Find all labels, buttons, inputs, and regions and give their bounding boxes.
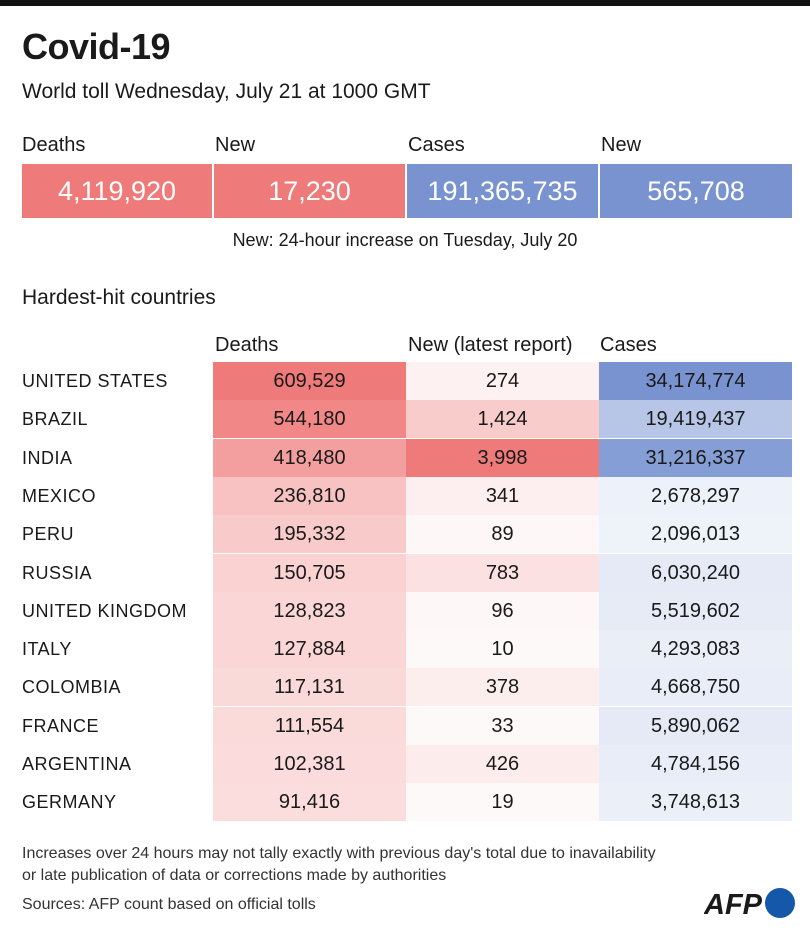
table-row: ARGENTINA 102,381 426 4,784,156 (0, 745, 810, 783)
country-name: ITALY (22, 639, 72, 660)
total-new-cases-value: 565,708 (600, 164, 792, 218)
deaths-cell: 544,180 (213, 400, 406, 439)
new-cell: 89 (406, 515, 599, 554)
footnote-line-1: Increases over 24 hours may not tally ex… (22, 845, 656, 862)
column-header-deaths: Deaths (215, 334, 279, 356)
new-cell: 33 (406, 706, 599, 745)
total-new-cases-label: New (601, 134, 642, 156)
deaths-cell: 236,810 (213, 476, 406, 515)
top-bar (0, 0, 810, 6)
total-new-deaths-value: 17,230 (214, 164, 405, 218)
table-row: INDIA 418,480 3,998 31,216,337 (0, 438, 810, 477)
cases-cell: 4,668,750 (599, 668, 792, 707)
cases-cell: 31,216,337 (599, 438, 792, 477)
country-name: ARGENTINA (22, 754, 132, 774)
deaths-cell: 128,823 (213, 591, 406, 630)
deaths-cell: 195,332 (213, 515, 406, 554)
country-name: UNITED KINGDOM (22, 600, 188, 621)
new-cell: 341 (406, 476, 599, 515)
table-row: UNITED KINGDOM 128,823 96 5,519,602 (0, 591, 810, 630)
deaths-cell: 117,131 (213, 668, 406, 707)
country-name: MEXICO (22, 485, 97, 506)
total-new-deaths-label: New (215, 134, 256, 156)
footnote-line-2: or late publication of data or correctio… (22, 867, 447, 884)
table-row: GERMANY 91,416 19 3,748,613 (0, 783, 810, 822)
cases-cell: 19,419,437 (599, 400, 792, 439)
afp-logo-text: AFP (704, 889, 763, 921)
table-row: FRANCE 111,554 33 5,890,062 (0, 706, 810, 745)
new-cell: 378 (406, 668, 599, 707)
deaths-cell: 127,884 (213, 630, 406, 669)
country-name: INDIA (22, 447, 73, 468)
new-cell: 1,424 (406, 400, 599, 439)
new-cell: 3,998 (406, 438, 599, 477)
country-name: GERMANY (22, 792, 117, 813)
deaths-cell: 102,381 (213, 745, 406, 783)
new-cell: 274 (406, 362, 599, 400)
table-row: BRAZIL 544,180 1,424 19,419,437 (0, 400, 810, 439)
afp-logo: AFP (704, 888, 795, 921)
section-title: Hardest-hit countries (22, 286, 216, 309)
sources: Sources: AFP count based on official tol… (22, 896, 316, 913)
country-name: PERU (22, 524, 75, 545)
total-deaths-label: Deaths (22, 134, 86, 156)
new-definition-note: New: 24-hour increase on Tuesday, July 2… (232, 230, 578, 250)
column-header-cases: Cases (600, 334, 657, 356)
total-deaths-value: 4,119,920 (22, 164, 212, 218)
cases-cell: 4,293,083 (599, 630, 792, 669)
table-row: UNITED STATES 609,529 274 34,174,774 (0, 362, 810, 400)
total-cases-value: 191,365,735 (407, 164, 598, 218)
cases-cell: 34,174,774 (599, 362, 792, 400)
page-title: Covid-19 (22, 26, 171, 67)
new-cell: 783 (406, 553, 599, 592)
cases-cell: 4,784,156 (599, 745, 792, 783)
country-name: UNITED STATES (22, 371, 168, 391)
cases-cell: 5,519,602 (599, 591, 792, 630)
column-header-new: New (latest report) (408, 334, 573, 356)
country-name: BRAZIL (22, 409, 89, 430)
page-subtitle: World toll Wednesday, July 21 at 1000 GM… (22, 80, 431, 103)
cases-cell: 2,096,013 (599, 515, 792, 554)
deaths-cell: 111,554 (213, 706, 406, 745)
new-cell: 19 (406, 783, 599, 822)
country-name: RUSSIA (22, 562, 93, 583)
new-cell: 96 (406, 591, 599, 630)
cases-cell: 2,678,297 (599, 476, 792, 515)
cases-cell: 5,890,062 (599, 706, 792, 745)
total-cases-label: Cases (408, 134, 465, 156)
country-name: FRANCE (22, 715, 100, 736)
table-row: RUSSIA 150,705 783 6,030,240 (0, 553, 810, 592)
new-cell: 426 (406, 745, 599, 783)
country-name: COLOMBIA (22, 677, 122, 698)
deaths-cell: 609,529 (213, 362, 406, 400)
table-row: MEXICO 236,810 341 2,678,297 (0, 476, 810, 515)
footnote: Increases over 24 hours may not tally ex… (22, 843, 656, 887)
deaths-cell: 150,705 (213, 553, 406, 592)
deaths-cell: 418,480 (213, 438, 406, 477)
cases-cell: 3,748,613 (599, 783, 792, 822)
cases-cell: 6,030,240 (599, 553, 792, 592)
table-row: ITALY 127,884 10 4,293,083 (0, 630, 810, 669)
deaths-cell: 91,416 (213, 783, 406, 822)
table-row: COLOMBIA 117,131 378 4,668,750 (0, 668, 810, 707)
new-cell: 10 (406, 630, 599, 669)
table-row: PERU 195,332 89 2,096,013 (0, 515, 810, 554)
